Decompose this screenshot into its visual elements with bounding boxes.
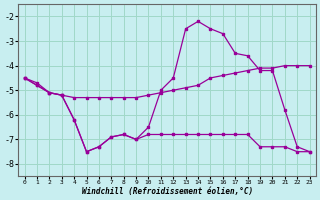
X-axis label: Windchill (Refroidissement éolien,°C): Windchill (Refroidissement éolien,°C) [82, 187, 253, 196]
